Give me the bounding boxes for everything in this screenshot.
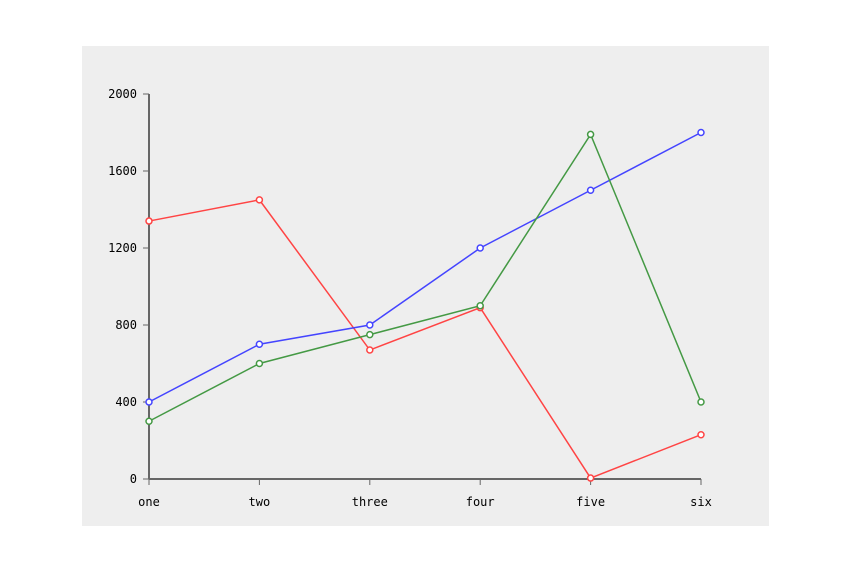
y-tick-label: 800 <box>115 318 137 332</box>
x-tick-label: four <box>466 495 495 509</box>
data-point <box>255 196 264 204</box>
y-tick-label: 1600 <box>108 164 137 178</box>
data-point <box>586 130 595 139</box>
data-point <box>145 217 153 225</box>
data-point <box>697 430 705 439</box>
x-tick-label: five <box>576 495 605 509</box>
series-line-1 <box>148 199 702 479</box>
series-line-2 <box>148 131 702 403</box>
series-line-3 <box>148 132 702 422</box>
y-tick-label: 400 <box>115 395 137 409</box>
data-point <box>145 417 153 425</box>
x-tick-label: six <box>690 495 712 509</box>
y-tick-label: 2000 <box>108 87 137 101</box>
data-point <box>697 128 705 137</box>
series-lines <box>145 128 705 482</box>
y-tick-label: 0 <box>130 472 137 486</box>
data-point <box>255 340 264 348</box>
data-point <box>476 302 484 310</box>
y-axis: 0 400 800 1200 1600 2000 <box>108 87 150 486</box>
y-tick-label: 1200 <box>108 241 137 255</box>
x-tick-label: two <box>249 495 271 509</box>
data-point <box>697 398 705 406</box>
data-point <box>476 244 484 252</box>
data-point <box>366 346 374 354</box>
data-point <box>145 398 153 406</box>
data-point <box>255 359 264 368</box>
chart-panel: 0 400 800 1200 1600 2000 one two three four five s… <box>82 46 769 526</box>
data-point <box>586 186 595 194</box>
data-point <box>366 330 374 339</box>
data-point <box>586 474 595 482</box>
x-tick-label: one <box>138 495 160 509</box>
line-chart: 0 400 800 1200 1600 2000 one two three four five s… <box>108 87 712 509</box>
x-tick-label: three <box>352 495 388 509</box>
x-axis: one two three four five six <box>138 478 712 509</box>
data-point <box>366 321 374 329</box>
